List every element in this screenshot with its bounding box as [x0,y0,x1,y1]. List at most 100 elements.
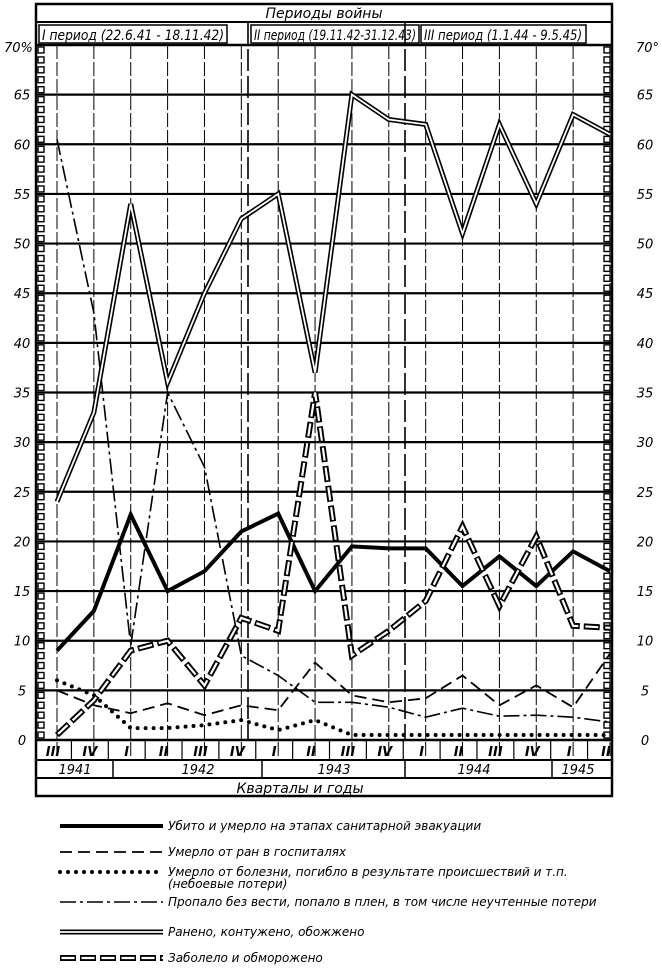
y-tick-label-left: 30 [14,436,31,451]
ruler-tick-left [37,225,45,233]
ruler-tick-left [37,503,45,511]
ruler-tick-right [603,334,611,342]
ruler-tick-left [37,284,45,292]
ruler-tick-left [37,562,45,570]
ruler-tick-left [37,632,45,640]
ruler-tick-left [37,383,45,392]
ruler-tick-right [603,115,611,124]
series-line-2 [55,678,612,737]
y-tick-label-left: 5 [18,684,26,699]
ruler-tick-right [603,244,611,253]
ruler-tick-left [37,86,45,94]
ruler-tick-right [603,582,611,590]
period-label-3: III период (1.1.44 - 9.5.45) [424,28,582,44]
y-tick-label-right: 15 [637,585,654,600]
ruler-tick-left [37,542,45,551]
ruler-tick-right [603,433,611,441]
series-4 [54,90,612,503]
ruler-tick-left [37,532,45,541]
ruler-tick-left [37,651,45,660]
ruler-tick-left [37,215,45,223]
ruler-tick-right [603,642,611,650]
ruler-tick-right [603,572,611,580]
ruler-tick-left [37,463,45,471]
series-5 [54,392,611,738]
ruler-tick-left [37,661,45,670]
series-3 [56,139,611,723]
y-tick-label-right: 60 [637,138,654,153]
ruler-tick-right [603,602,611,610]
x-tick-label: II [159,745,169,760]
ruler-tick-left [37,552,45,560]
legend-item: Умерло от болезни, погибло в результате … [58,865,568,891]
x-tick-label: III [46,745,61,760]
legend-item: Пропало без вести, попало в плен, в том … [60,895,597,909]
ruler-tick-left [37,453,45,461]
ruler-tick-right [603,76,611,84]
grid [36,22,612,760]
series-line-3 [56,139,611,723]
y-tick-label-right: 25 [637,486,654,501]
ruler-tick-right [603,522,611,531]
ruler-tick-left [37,66,45,74]
ruler-tick-left [37,76,45,84]
legend-label: Заболело и обморожено [168,951,323,965]
ruler-tick-right [603,304,611,312]
x-tick-label: I [124,745,129,760]
chart-frame [34,2,614,798]
legend-item: Умерло от ран в госпиталях [60,845,347,859]
ruler-tick-right [603,155,611,163]
y-top-left-label: 70% [4,41,33,56]
ruler-tick-left [37,373,45,382]
ruler-tick-left [37,721,45,729]
ruler-tick-left [37,165,45,173]
legend-label: Умерло от болезни, погибло в результате … [168,865,568,891]
ruler-tick-right [603,592,611,600]
ruler-tick-right [603,145,611,153]
ruler-tick-right [603,423,611,431]
ruler-tick-left [37,294,45,302]
y-tick-label-right: 45 [637,287,654,302]
ruler-tick-left [37,582,45,590]
legend-label: Ранено, контужено, обожжено [168,925,364,939]
ruler-tick-left [37,205,45,213]
ruler-tick-left [37,433,45,441]
ruler-tick-right [603,264,611,273]
ruler-tick-right [603,274,611,282]
year-label: 1944 [457,763,490,778]
period-box-2 [250,24,420,44]
ruler-tick-left [37,155,45,163]
series-2 [55,678,612,737]
ruler-tick-right [603,195,611,203]
y-tick-label-right: 20 [637,535,654,550]
ruler-tick-left [37,483,45,491]
series-1 [56,653,611,717]
ruler-tick-right [603,632,611,640]
y-tick-label-right: 10 [637,635,654,650]
ruler-tick-right [603,165,611,173]
ruler-tick-right [603,681,611,690]
y-tick-label-right: 30 [637,436,654,451]
ruler-tick-right [603,463,611,471]
ruler-tick-left [37,234,45,243]
ruler-tick-right [603,512,611,521]
ruler-tick-right [603,354,611,362]
ruler-tick-left [37,304,45,312]
ruler-tick-right [603,552,611,560]
legend-label: Пропало без вести, попало в плен, в том … [168,895,597,909]
x-tick-label: II [601,745,611,760]
y-tick-label-left: 20 [14,535,31,550]
ruler-tick-right [603,56,611,64]
ruler-tick-left [37,512,45,521]
ruler-tick-left [37,612,45,620]
ruler-tick-right [603,66,611,74]
ruler-tick-left [37,393,45,402]
year-label: 1945 [561,763,594,778]
ruler-tick-left [37,493,45,501]
legend-item: Ранено, контужено, обожжено [60,925,364,939]
ruler-tick-left [37,473,45,481]
series-line-1 [56,653,611,717]
ruler-tick-right [603,294,611,302]
ruler-tick-left [37,264,45,273]
